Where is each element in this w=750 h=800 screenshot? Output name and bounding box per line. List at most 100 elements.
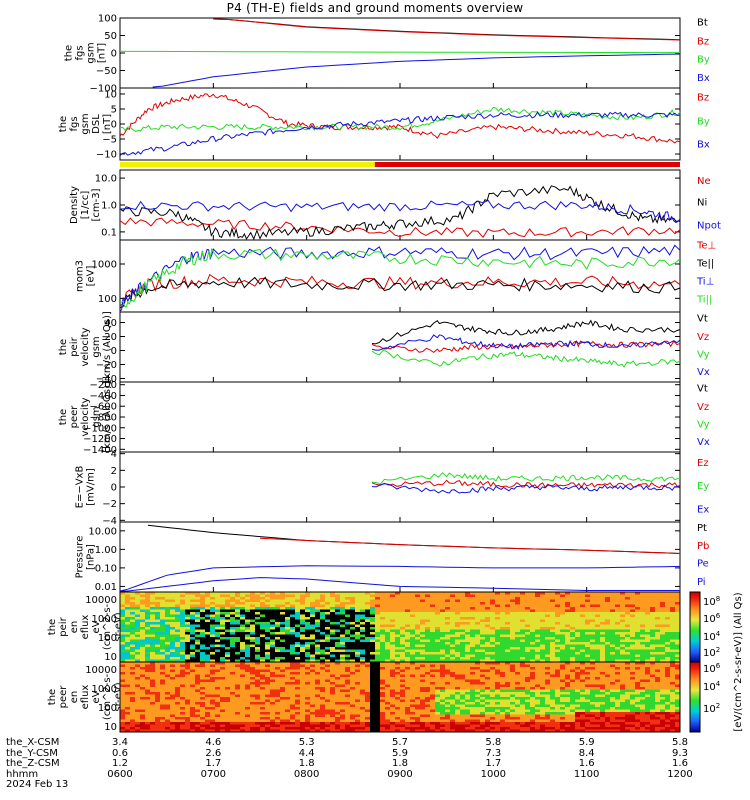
spectrogram-cell [345,729,351,733]
spectrogram-cell [605,637,611,640]
spectrogram-cell [285,724,291,728]
spectrogram-cell [350,609,356,613]
spectrogram-cell [130,674,136,678]
spectrogram-cell [385,692,391,695]
spectrogram-cell [240,712,246,715]
spectrogram-cell [235,654,241,658]
spectrogram-cell [670,607,676,610]
spectrogram-cell [190,632,196,635]
y-axis-label-line: fgs [69,116,80,131]
spectrogram-cell [460,624,466,628]
spectrogram-cell [280,604,286,608]
spectrogram-cell [325,682,331,685]
spectrogram-cell [605,602,611,605]
spectrogram-cell [250,679,256,683]
spectrogram-cell [180,629,186,633]
spectrogram-cell [265,624,271,628]
spectrogram-cell [505,647,511,650]
spectrogram-cell [450,629,456,633]
spectrogram-cell [240,677,246,680]
spectrogram-cell [515,622,521,625]
spectrogram-cell [330,644,336,648]
spectrogram-cell [165,617,171,620]
spectrogram-cell [145,627,151,630]
spectrogram-cell [235,607,241,610]
spectrogram-cell [555,609,561,613]
spectrogram-cell [545,594,551,598]
spectrogram-cell [140,724,146,728]
spectrogram-cell [345,677,351,680]
spectrogram-cell [570,592,576,595]
spectrogram-cell [260,649,266,653]
spectrogram-cell [315,592,321,595]
spectrogram-cell [475,659,481,663]
spectrogram-cell [515,607,521,610]
spectrogram-cell [370,702,376,705]
spectrogram-cell [365,604,371,608]
spectrogram-cell [165,672,171,675]
spectrogram-cell [590,627,596,630]
spectrogram-cell [440,654,446,658]
spectrogram-cell [480,619,486,623]
spectrogram-cell [200,699,206,703]
spectrogram-cell [465,654,471,658]
spectrogram-cell [300,674,306,678]
spectrogram-cell [180,707,186,710]
spectrogram-cell [375,687,381,690]
spectrogram-cell [510,654,516,658]
spectrogram-cell [320,599,326,603]
spectrogram-cell [205,652,211,655]
spectrogram-cell [130,647,136,650]
spectrogram-cell [545,644,551,648]
spectrogram-cell [230,702,236,705]
spectrogram-cell [310,717,316,720]
spectrogram-cell [160,709,166,713]
spectrogram-cell [545,604,551,608]
spectrogram-cell [360,602,366,605]
spectrogram-cell [355,622,361,625]
spectrogram-cell [160,622,166,625]
spectrogram-cell [245,622,251,625]
spectrogram-cell [440,639,446,643]
spectrogram-cell [645,617,651,620]
spectrogram-cell [510,627,516,630]
spectrogram-cell [220,689,226,693]
spectrogram-cell [310,714,316,718]
spectrogram-cell [520,632,526,635]
spectrogram-cell [360,647,366,650]
spectrogram-cell [295,617,301,620]
spectrogram-cell [415,647,421,650]
spectrogram-cell [155,594,161,598]
spectrogram-cell [295,712,301,715]
spectrogram-cell [350,719,356,723]
spectrogram-cell [380,607,386,610]
spectrogram-cell [215,657,221,660]
spectrogram-cell [220,709,226,713]
spectrogram-cell [265,704,271,708]
spectrogram-cell [410,602,416,605]
spectrogram-cell [235,664,241,668]
spectrogram-cell [480,657,486,660]
spectrogram-cell [165,712,171,715]
spectrogram-cell [335,672,341,675]
spectrogram-cell [365,679,371,683]
spectrogram-cell [590,624,596,628]
spectrogram-cell [320,657,326,660]
spectrogram-cell [665,634,671,638]
spectrogram-cell [505,632,511,635]
spectrogram-cell [175,617,181,620]
spectrogram-cell [525,649,531,653]
spectrogram-cell [545,597,551,600]
spectrogram-cell [255,622,261,625]
spectrogram-cell [360,729,366,733]
spectrogram-cell [240,692,246,695]
spectrogram-cell [660,622,666,625]
spectrogram-cell [285,692,291,695]
spectrogram-cell [300,667,306,670]
spectrogram-cell [305,687,311,690]
spectrogram-cell [225,644,231,648]
spectrogram-cell [260,712,266,715]
spectrogram-cell [125,662,131,665]
spectrogram-cell [260,614,266,618]
spectrogram-cell [250,657,256,660]
